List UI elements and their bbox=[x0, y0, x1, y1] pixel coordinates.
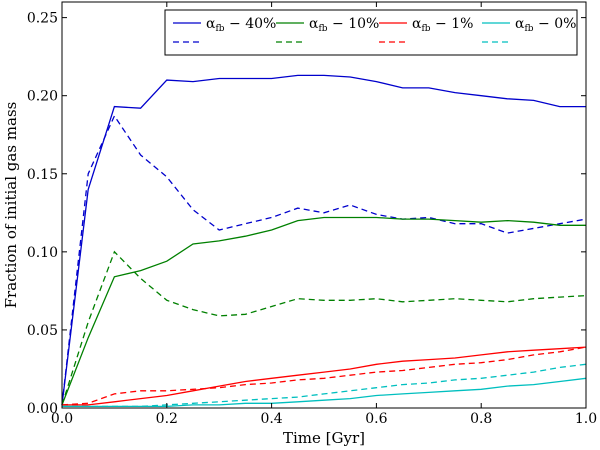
series-line-7 bbox=[62, 363, 587, 408]
series-line-2 bbox=[61, 216, 586, 406]
y-tick-label: 0.20 bbox=[27, 89, 58, 105]
x-tick-label: 0.8 bbox=[470, 411, 492, 427]
legend-label: αfb − 0% bbox=[515, 16, 576, 34]
series-line-0 bbox=[61, 74, 586, 405]
series-line-3 bbox=[61, 250, 587, 406]
legend-label: αfb − 1% bbox=[412, 16, 473, 34]
series-line-6 bbox=[62, 377, 587, 408]
y-tick-label: 0.10 bbox=[27, 245, 58, 261]
legend-label: αfb − 40% bbox=[206, 16, 276, 34]
x-tick-label: 0.6 bbox=[365, 411, 387, 427]
x-tick-label: 0.4 bbox=[260, 411, 282, 427]
x-tick-label: 1.0 bbox=[575, 411, 597, 427]
legend-box bbox=[164, 9, 578, 56]
legend-label: αfb − 10% bbox=[309, 16, 379, 34]
y-axis-label: Fraction of initial gas mass bbox=[2, 102, 20, 309]
plot-frame bbox=[61, 1, 587, 409]
x-axis-label: Time [Gyr] bbox=[283, 429, 365, 447]
legend: αfb − 40% αfb − 10% αfb − 1% αfb − 0% bbox=[164, 9, 578, 56]
y-tick-label: 0.15 bbox=[27, 167, 58, 183]
series-line-4 bbox=[62, 346, 587, 406]
y-tick-label: 0.00 bbox=[27, 401, 58, 417]
plot-area bbox=[61, 74, 587, 408]
series-line-5 bbox=[61, 346, 587, 406]
y-tick-label: 0.25 bbox=[27, 11, 58, 27]
x-tick-label: 0.2 bbox=[156, 411, 178, 427]
y-tick-label: 0.05 bbox=[27, 323, 58, 339]
series-line-1 bbox=[61, 114, 587, 405]
x-tick-label: 0.0 bbox=[51, 411, 73, 427]
